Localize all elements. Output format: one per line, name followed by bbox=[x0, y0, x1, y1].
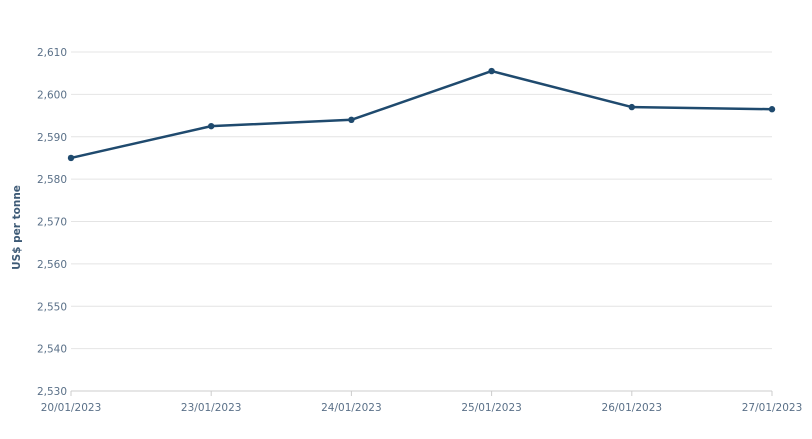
y-axis-ticks: 2,530 2,540 2,550 2,560 2,570 2,580 2,590 2,600… bbox=[37, 47, 67, 398]
y-tick-label: 2,550 bbox=[37, 301, 67, 313]
x-tick-label: 27/01/2023 bbox=[742, 402, 803, 414]
series-line bbox=[69, 69, 774, 160]
data-point[interactable] bbox=[208, 122, 215, 130]
x-tick-label: 25/01/2023 bbox=[461, 402, 522, 414]
x-tick-label: 24/01/2023 bbox=[321, 402, 382, 414]
y-tick-label: 2,580 bbox=[37, 174, 67, 186]
data-point[interactable] bbox=[628, 103, 635, 111]
y-axis-title: US$ per tonne bbox=[11, 185, 23, 270]
y-tick-label: 2,610 bbox=[37, 47, 67, 59]
y-tick-label: 2,600 bbox=[37, 89, 67, 101]
data-point[interactable] bbox=[768, 106, 776, 113]
x-tick-label: 20/01/2023 bbox=[41, 402, 102, 414]
y-tick-label: 2,570 bbox=[37, 217, 67, 229]
data-point[interactable] bbox=[67, 154, 75, 162]
y-tick-label: 2,530 bbox=[37, 386, 67, 398]
y-tick-label: 2,540 bbox=[37, 344, 67, 356]
x-tick-label: 23/01/2023 bbox=[181, 402, 242, 414]
y-tick-label: 2,560 bbox=[37, 259, 67, 271]
gridlines bbox=[71, 51, 772, 392]
data-point[interactable] bbox=[348, 116, 355, 124]
y-tick-label: 2,590 bbox=[37, 132, 67, 144]
series bbox=[67, 67, 776, 162]
x-axis-ticks: 20/01/2023 23/01/2023 24/01/2023 25/01/2023… bbox=[41, 391, 803, 414]
x-tick-label: 26/01/2023 bbox=[602, 402, 663, 414]
data-point[interactable] bbox=[488, 67, 495, 75]
